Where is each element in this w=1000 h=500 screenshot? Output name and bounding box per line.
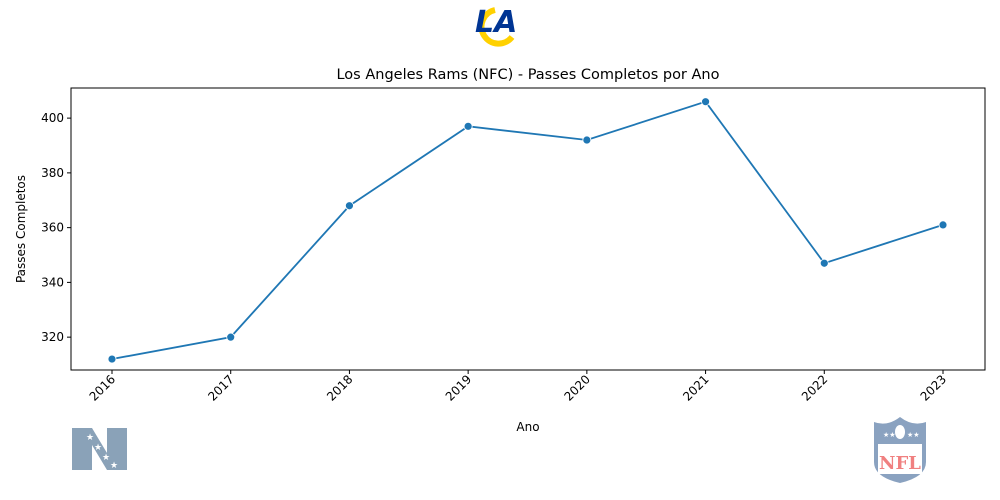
chart-title: Los Angeles Rams (NFC) - Passes Completo… <box>336 67 719 83</box>
svg-text:★★: ★★ <box>883 431 896 439</box>
data-point <box>819 258 829 268</box>
y-tick-label: 400 <box>41 111 64 125</box>
y-tick-label: 360 <box>41 221 64 235</box>
data-point <box>938 220 948 230</box>
y-axis-title: Passes Completos <box>14 175 28 283</box>
y-tick-label: 320 <box>41 330 64 344</box>
svg-text:★: ★ <box>110 461 118 471</box>
svg-text:★★: ★★ <box>907 431 920 439</box>
team-logo-text: LA <box>475 5 517 40</box>
nfl-shield-logo: NFL ★★ ★★ <box>874 417 926 483</box>
data-point <box>226 332 236 342</box>
svg-text:★: ★ <box>86 433 94 443</box>
data-point <box>582 135 592 145</box>
x-axis-title: Ano <box>516 420 539 434</box>
x-tick-label: 2021 <box>680 372 711 403</box>
y-tick-label: 340 <box>41 275 64 289</box>
y-axis: 320 340 360 380 400 <box>41 111 71 344</box>
series-line <box>111 100 944 360</box>
plot-area <box>70 87 986 371</box>
x-tick-label: 2023 <box>918 372 949 403</box>
team-logo: LA <box>475 5 517 47</box>
svg-text:★: ★ <box>102 453 110 463</box>
x-tick-label: 2017 <box>205 372 236 403</box>
data-point <box>107 354 117 364</box>
x-tick-label: 2018 <box>324 372 355 403</box>
x-tick-label: 2016 <box>87 372 118 403</box>
data-point <box>463 121 473 131</box>
x-tick-label: 2020 <box>561 372 592 403</box>
nfl-shield-text: NFL <box>879 453 921 474</box>
data-point <box>701 97 710 107</box>
x-tick-label: 2019 <box>443 372 474 403</box>
svg-text:★: ★ <box>94 443 102 453</box>
nfc-logo: ★ ★ ★ ★ <box>72 428 127 471</box>
x-tick-label: 2022 <box>799 372 830 403</box>
series-layer <box>107 97 948 364</box>
data-point <box>345 201 354 211</box>
y-tick-label: 380 <box>41 166 64 180</box>
x-axis: 2016 2017 2018 2019 2020 2021 2022 2023 <box>87 370 949 404</box>
